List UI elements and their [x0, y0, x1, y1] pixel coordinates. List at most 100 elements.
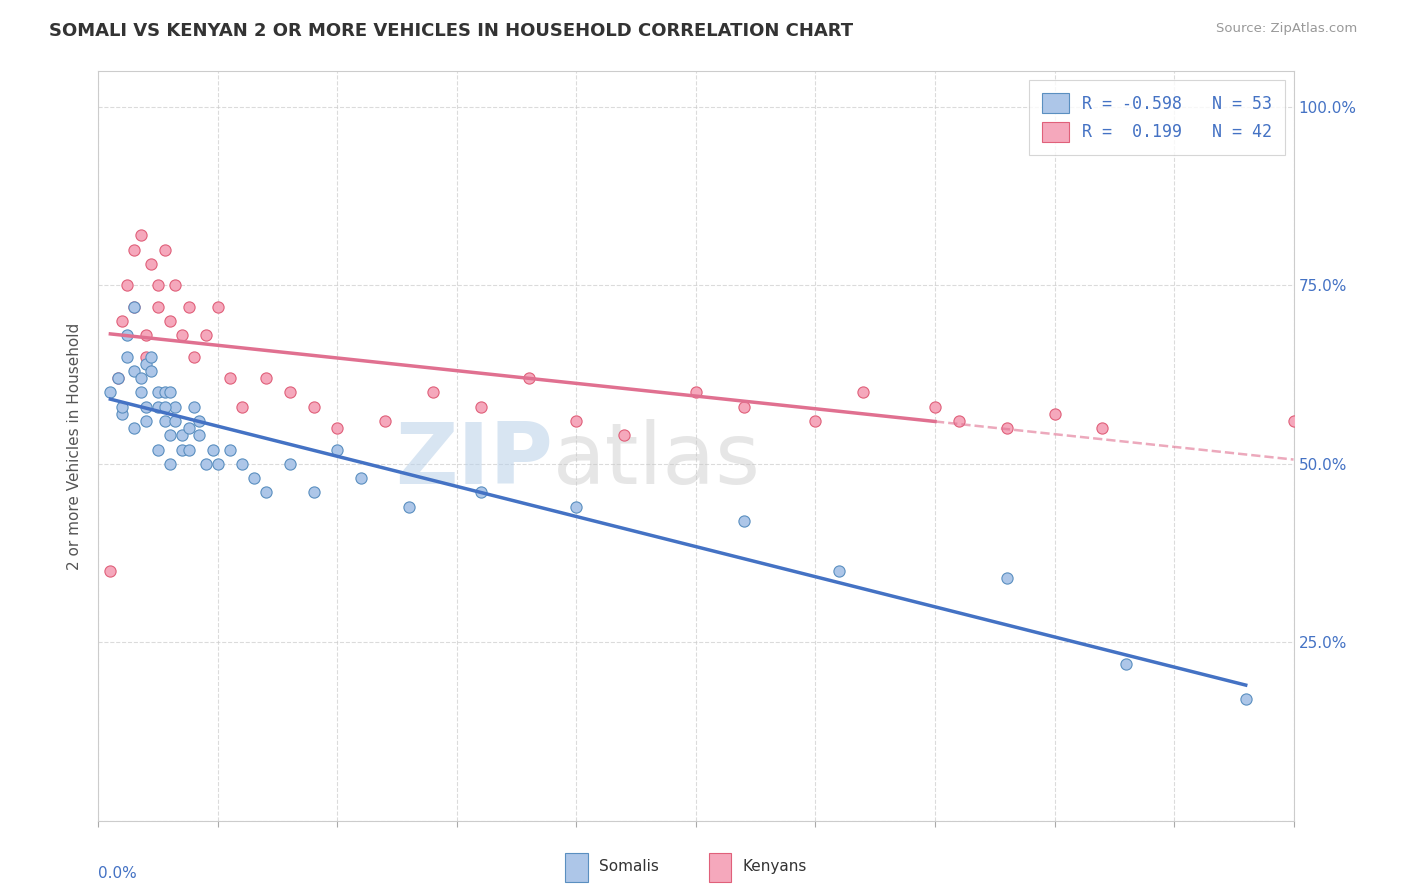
Point [124, 364, 146, 378]
Point [155, 414, 177, 428]
Point [172, 328, 194, 343]
Point [124, 300, 146, 314]
Point [828, 564, 851, 578]
Point [231, 400, 253, 414]
Point [278, 457, 301, 471]
Point [398, 500, 420, 514]
Point [115, 278, 138, 293]
Point [183, 400, 205, 414]
Point [733, 514, 755, 528]
Point [195, 328, 218, 343]
Legend: R = -0.598   N = 53, R =  0.199   N = 42: R = -0.598 N = 53, R = 0.199 N = 42 [1029, 79, 1285, 155]
Point [995, 571, 1018, 585]
Point [135, 400, 157, 414]
Text: ZIP: ZIP [395, 419, 553, 502]
Point [148, 442, 170, 457]
Point [1043, 407, 1066, 421]
Point [111, 407, 134, 421]
Point [254, 371, 277, 385]
Point [111, 314, 134, 328]
Point [163, 400, 186, 414]
Point [172, 428, 194, 442]
Point [131, 385, 153, 400]
Point [219, 442, 242, 457]
Point [207, 300, 229, 314]
Point [326, 421, 349, 435]
Y-axis label: 2 or more Vehicles in Household: 2 or more Vehicles in Household [67, 322, 83, 570]
Point [135, 350, 157, 364]
Text: 0.0%: 0.0% [98, 865, 138, 880]
Point [131, 371, 153, 385]
Point [179, 300, 201, 314]
Point [517, 371, 540, 385]
Point [374, 414, 396, 428]
Point [219, 371, 242, 385]
Point [148, 278, 170, 293]
Point [155, 400, 177, 414]
Point [1115, 657, 1137, 671]
Point [172, 442, 194, 457]
Point [187, 428, 209, 442]
Point [613, 428, 636, 442]
Point [159, 457, 181, 471]
Text: SOMALI VS KENYAN 2 OR MORE VEHICLES IN HOUSEHOLD CORRELATION CHART: SOMALI VS KENYAN 2 OR MORE VEHICLES IN H… [49, 22, 853, 40]
Point [565, 414, 588, 428]
Point [207, 457, 229, 471]
Point [852, 385, 875, 400]
Point [179, 442, 201, 457]
Point [733, 400, 755, 414]
Point [148, 300, 170, 314]
Point [98, 564, 122, 578]
Point [115, 350, 138, 364]
Point [995, 421, 1018, 435]
Point [139, 350, 162, 364]
Point [135, 328, 157, 343]
Point [124, 243, 146, 257]
Point [302, 485, 325, 500]
Point [422, 385, 444, 400]
Point [107, 371, 129, 385]
FancyBboxPatch shape [565, 854, 588, 881]
Point [1282, 414, 1305, 428]
FancyBboxPatch shape [709, 854, 731, 881]
Point [243, 471, 266, 485]
Text: Somalis: Somalis [599, 859, 659, 874]
Point [350, 471, 373, 485]
Point [302, 400, 325, 414]
Point [155, 243, 177, 257]
Point [231, 457, 253, 471]
Point [195, 457, 218, 471]
Point [131, 228, 153, 243]
Point [139, 364, 162, 378]
Point [254, 485, 277, 500]
Point [470, 485, 492, 500]
Point [107, 371, 129, 385]
Point [124, 421, 146, 435]
Point [470, 400, 492, 414]
Point [159, 428, 181, 442]
Point [202, 442, 225, 457]
Point [163, 278, 186, 293]
Point [187, 414, 209, 428]
Point [115, 328, 138, 343]
Text: Source: ZipAtlas.com: Source: ZipAtlas.com [1216, 22, 1357, 36]
Point [924, 400, 946, 414]
Text: atlas: atlas [553, 419, 761, 502]
Point [111, 400, 134, 414]
Point [1091, 421, 1114, 435]
Point [278, 385, 301, 400]
Point [685, 385, 707, 400]
Point [804, 414, 827, 428]
Point [124, 300, 146, 314]
Point [565, 500, 588, 514]
Point [183, 350, 205, 364]
Point [948, 414, 970, 428]
Point [155, 385, 177, 400]
Point [159, 314, 181, 328]
Point [326, 442, 349, 457]
Point [1234, 692, 1257, 706]
Point [159, 385, 181, 400]
Point [135, 414, 157, 428]
Point [135, 357, 157, 371]
Point [148, 400, 170, 414]
